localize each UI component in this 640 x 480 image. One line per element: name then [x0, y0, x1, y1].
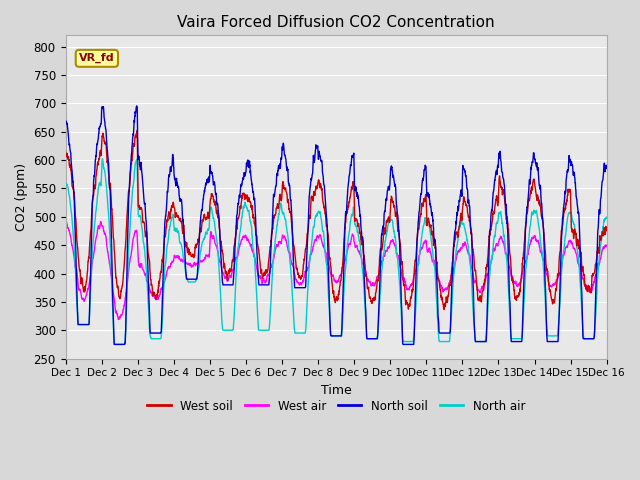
- West air: [603, 242, 611, 248]
- North air: [213, 239, 221, 244]
- West air: [364, 277, 371, 283]
- X-axis label: Time: Time: [321, 384, 351, 397]
- West air: [61, 217, 69, 223]
- West soil: [603, 228, 611, 234]
- West soil: [133, 127, 141, 133]
- Legend: West soil, West air, North soil, North air: West soil, West air, North soil, North a…: [142, 395, 530, 417]
- West soil: [494, 203, 502, 209]
- West soil: [570, 229, 578, 235]
- West soil: [364, 286, 371, 292]
- Y-axis label: CO2 (ppm): CO2 (ppm): [15, 163, 28, 231]
- North air: [61, 180, 69, 186]
- West air: [213, 244, 221, 250]
- North air: [364, 336, 372, 342]
- North soil: [364, 336, 372, 342]
- West soil: [440, 307, 448, 312]
- West air: [570, 245, 578, 251]
- North soil: [570, 170, 578, 176]
- North soil: [213, 202, 221, 207]
- North soil: [494, 163, 502, 168]
- West soil: [352, 216, 360, 222]
- North air: [111, 342, 118, 348]
- North soil: [352, 185, 360, 191]
- North air: [603, 215, 611, 221]
- West air: [115, 317, 122, 323]
- West soil: [61, 148, 69, 154]
- West air: [556, 270, 563, 276]
- Line: West soil: West soil: [65, 130, 607, 310]
- North air: [556, 309, 563, 315]
- North air: [494, 218, 502, 224]
- West air: [352, 243, 360, 249]
- North soil: [133, 103, 141, 109]
- West air: [493, 242, 501, 248]
- Title: Vaira Forced Diffusion CO2 Concentration: Vaira Forced Diffusion CO2 Concentration: [177, 15, 495, 30]
- North soil: [110, 342, 118, 348]
- North soil: [556, 308, 563, 314]
- Line: North air: North air: [65, 159, 607, 345]
- North soil: [61, 120, 69, 125]
- North air: [352, 223, 360, 228]
- Line: North soil: North soil: [65, 106, 607, 345]
- Text: VR_fd: VR_fd: [79, 53, 115, 63]
- North soil: [603, 166, 611, 171]
- West soil: [556, 254, 563, 260]
- North air: [570, 221, 578, 227]
- West soil: [213, 210, 221, 216]
- Line: West air: West air: [65, 220, 607, 320]
- North air: [99, 156, 106, 162]
